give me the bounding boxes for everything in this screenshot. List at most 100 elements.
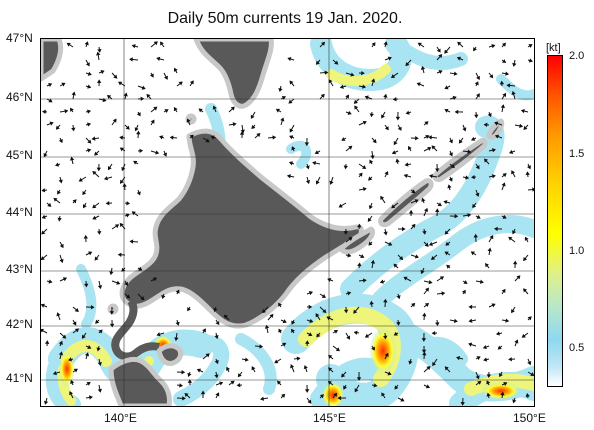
current-arrow-head [494, 134, 500, 139]
current-arrow-head [239, 131, 245, 135]
current-arrow-head [501, 59, 507, 63]
current-arrow-head [305, 340, 310, 345]
current-arrow-head [97, 231, 102, 235]
current-arrow-head [333, 330, 339, 334]
current-arrow-head [150, 119, 155, 124]
current-arrow-head [396, 295, 401, 300]
current-arrow-head [174, 337, 179, 342]
current-arrow-head [87, 345, 92, 349]
current-arrow-head [219, 381, 224, 386]
current-arrow-head [41, 188, 46, 193]
current-arrow-head [470, 251, 475, 256]
current-arrow-head [532, 187, 534, 192]
current-arrow-head [210, 135, 215, 140]
current-arrow-head [457, 41, 462, 46]
current-arrow-head [140, 96, 145, 101]
current-arrow-head [497, 345, 502, 350]
current-arrow-head [511, 170, 516, 175]
sakhalin-south [41, 39, 64, 82]
current-arrow-head [473, 47, 477, 52]
current-arrow-head [428, 174, 433, 179]
current-arrow-head [277, 380, 282, 385]
current-arrow-head [435, 208, 440, 213]
current-arrow-head [153, 106, 158, 111]
current-arrow-head [421, 197, 426, 202]
current-arrow-head [324, 70, 329, 75]
current-arrow-head [308, 304, 313, 310]
current-arrow-head [282, 319, 287, 324]
current-arrow-head [251, 124, 256, 130]
current-arrow-head [156, 332, 161, 337]
current-arrow-head [491, 44, 496, 49]
current-arrow-head [328, 79, 333, 84]
current-map-svg [41, 39, 534, 406]
current-arrow-head [431, 330, 436, 336]
current-arrow-head [367, 176, 373, 181]
current-arrow-head [411, 223, 416, 229]
current-arrow-head [316, 333, 321, 338]
current-arrow-head [519, 123, 524, 129]
current-arrow-head [383, 298, 388, 303]
current-arrow-head [436, 48, 441, 53]
current-arrow-head [156, 56, 161, 61]
current-arrow-head [41, 328, 44, 333]
current-arrow-head [173, 67, 178, 72]
current-arrow-head [119, 147, 124, 152]
lat-label-41: 41°N [6, 371, 33, 385]
current-arrow-head [200, 390, 206, 395]
current-arrow-head [57, 217, 62, 222]
current-arrow-head [109, 311, 115, 315]
current-arrow-head [474, 114, 479, 119]
current-arrow-head [105, 201, 110, 206]
current-arrow-head [484, 263, 489, 268]
current-arrow-head [182, 396, 186, 401]
current-arrow-head [136, 191, 141, 196]
current-arrow-head [499, 372, 503, 378]
current-arrow-head [397, 126, 402, 131]
current-arrow-head [291, 328, 295, 334]
current-arrow-head [119, 135, 124, 140]
current-arrow-head [305, 165, 310, 170]
current-arrow-head [454, 109, 459, 115]
current-arrow-head [523, 288, 528, 293]
current-arrow-head [404, 162, 409, 167]
current-arrow-head [448, 139, 453, 144]
current-arrow-head [58, 351, 64, 356]
current-arrow-head [100, 70, 105, 75]
current-arrow-head [441, 291, 446, 296]
current-arrow-head [152, 277, 158, 282]
current-arrow-head [87, 84, 92, 89]
current-arrow-head [286, 174, 291, 179]
current-arrow-head [475, 165, 480, 170]
current-arrow-head [354, 388, 359, 393]
current-arrow-head [84, 283, 89, 288]
current-arrow-head [530, 372, 534, 376]
current-arrow-head [41, 214, 46, 219]
current-arrow-head [420, 65, 426, 71]
current-arrow-head [43, 400, 49, 405]
current-arrow-head [476, 93, 480, 98]
current-arrow-head [443, 200, 448, 205]
current-arrow-head [337, 395, 342, 401]
northern-kuril [486, 118, 505, 140]
okushiri-island [107, 303, 119, 315]
current-arrow-head [516, 275, 521, 280]
current-arrow-head [41, 256, 45, 261]
current-arrow-head [371, 346, 375, 351]
current-arrow-head [343, 165, 348, 170]
current-arrow-head [291, 146, 296, 151]
current-arrow-head [422, 351, 427, 356]
current-arrow-head [92, 171, 97, 176]
current-arrow-head [408, 209, 414, 214]
current-arrow-head [527, 361, 532, 366]
current-arrow-head [103, 176, 109, 181]
current-arrow-head [189, 134, 194, 139]
current-arrow-head [155, 150, 160, 155]
current-arrow-head [362, 278, 367, 283]
oshima-peninsula [111, 298, 160, 361]
current-arrow-head [341, 137, 346, 141]
current-arrow-head [109, 271, 114, 276]
current-arrow-head [511, 90, 516, 95]
map-title: Daily 50m currents 19 Jan. 2020. [167, 10, 403, 27]
current-arrow-head [387, 56, 392, 61]
